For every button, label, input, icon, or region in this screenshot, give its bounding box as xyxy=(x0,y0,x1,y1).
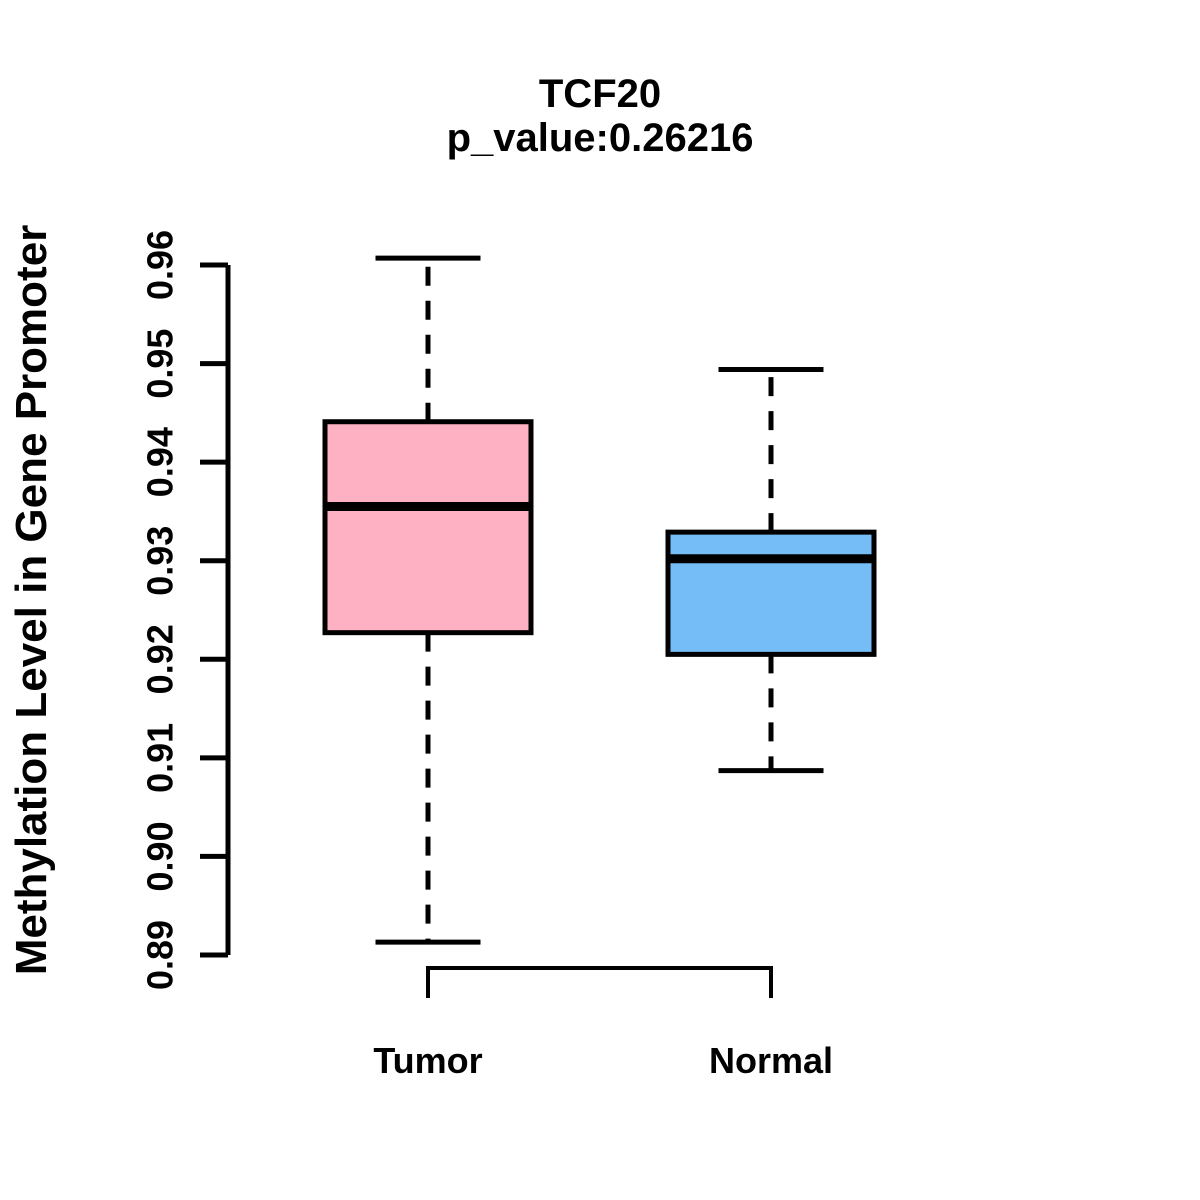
y-tick-label: 0.93 xyxy=(140,526,181,596)
x-category-label-normal: Normal xyxy=(708,1040,834,1081)
y-tick-label: 0.91 xyxy=(140,723,181,793)
chart-title-block: TCF20 p_value:0.26216 xyxy=(447,72,754,160)
y-tick-label: 0.96 xyxy=(140,230,181,300)
y-tick-label: 0.95 xyxy=(140,329,181,399)
x-axis-bracket xyxy=(426,966,773,998)
chart-title-pvalue: p_value:0.26216 xyxy=(446,116,754,160)
y-tick-label: 0.90 xyxy=(140,821,181,891)
y-tick-label: 0.94 xyxy=(140,427,181,497)
iqr-box-tumor xyxy=(322,419,534,636)
x-category-label-tumor: Tumor xyxy=(373,1040,483,1081)
iqr-box-normal xyxy=(665,529,877,657)
y-tick-label: 0.92 xyxy=(140,624,181,694)
y-tick-label: 0.89 xyxy=(140,920,181,990)
chart-title-gene: TCF20 xyxy=(538,72,662,116)
